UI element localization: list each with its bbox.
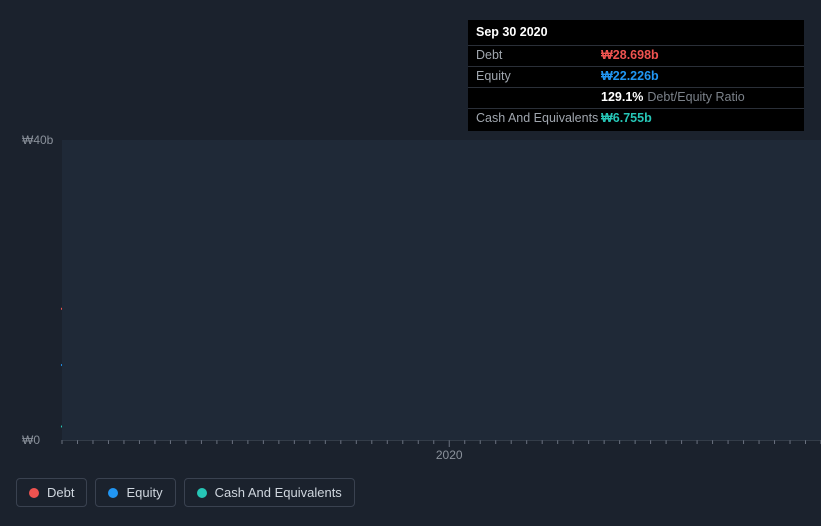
legend-swatch-icon (197, 488, 207, 498)
legend: Debt Equity Cash And Equivalents (16, 478, 355, 507)
legend-label: Debt (47, 485, 74, 500)
legend-item[interactable]: Cash And Equivalents (184, 478, 355, 507)
legend-swatch-icon (29, 488, 39, 498)
chart: ₩0 ₩40b 2020 (16, 0, 821, 460)
plot-area[interactable] (62, 140, 821, 440)
y-tick-label: ₩0 (22, 433, 40, 447)
legend-item[interactable]: Equity (95, 478, 175, 507)
legend-item[interactable]: Debt (16, 478, 87, 507)
x-tick-label: 2020 (436, 448, 463, 462)
legend-swatch-icon (108, 488, 118, 498)
y-tick-label: ₩40b (22, 133, 53, 147)
legend-label: Equity (126, 485, 162, 500)
chart-container: Sep 30 2020 Debt₩28.698bEquity₩22.226b12… (0, 0, 821, 526)
legend-label: Cash And Equivalents (215, 485, 342, 500)
